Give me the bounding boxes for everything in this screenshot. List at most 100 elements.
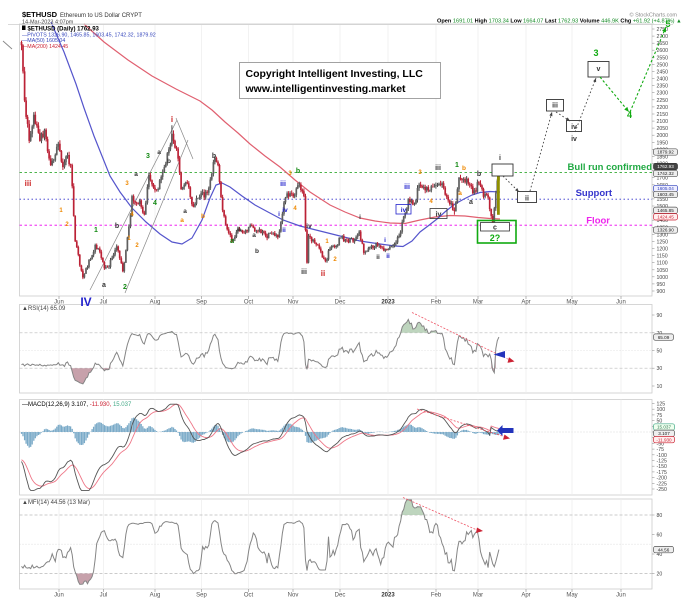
svg-text:-175: -175 (657, 470, 667, 476)
svg-text:1000: 1000 (657, 275, 669, 281)
svg-text:b: b (167, 158, 171, 165)
svg-text:1300: 1300 (657, 232, 669, 238)
svg-text:2050: 2050 (657, 126, 669, 132)
svg-text:Copyright Intelligent Investin: Copyright Intelligent Investing, LLC (246, 68, 424, 80)
svg-text:3: 3 (288, 171, 292, 177)
svg-text:Jun: Jun (54, 593, 64, 599)
svg-text:Mar: Mar (473, 300, 483, 306)
svg-text:b: b (477, 171, 481, 178)
svg-text:iv: iv (571, 124, 577, 131)
svg-text:100: 100 (657, 407, 666, 413)
svg-text:Feb: Feb (431, 300, 442, 306)
svg-text:Support: Support (576, 188, 613, 199)
svg-text:iii: iii (280, 181, 286, 188)
svg-text:Jul: Jul (100, 593, 108, 599)
svg-text:a: a (102, 282, 106, 289)
svg-text:5: 5 (665, 19, 670, 29)
svg-text:iv: iv (306, 223, 312, 230)
svg-text:950: 950 (657, 282, 666, 288)
svg-text:i: i (278, 211, 280, 218)
svg-text:1465.85: 1465.85 (657, 208, 674, 213)
svg-text:i: i (171, 115, 173, 124)
svg-text:a: a (157, 149, 161, 156)
svg-text:3: 3 (146, 153, 150, 160)
svg-text:1: 1 (59, 208, 63, 214)
svg-text:i: i (359, 214, 361, 221)
svg-text:Aug: Aug (150, 300, 161, 306)
svg-text:1950: 1950 (657, 140, 669, 146)
svg-text:2200: 2200 (657, 105, 669, 111)
svg-text:Apr: Apr (521, 300, 530, 306)
svg-text:60: 60 (657, 533, 663, 539)
svg-text:Dec: Dec (335, 300, 346, 306)
svg-text:1550: 1550 (657, 197, 669, 203)
svg-text:May: May (566, 593, 577, 599)
svg-text:Jul: Jul (100, 300, 108, 306)
svg-text:44.56: 44.56 (658, 547, 670, 552)
svg-text:3: 3 (418, 170, 422, 176)
svg-text:a: a (183, 208, 187, 215)
svg-text:50: 50 (657, 419, 663, 425)
svg-text:1150: 1150 (657, 254, 668, 260)
svg-text:Floor: Floor (586, 216, 610, 227)
svg-text:1: 1 (325, 239, 329, 245)
svg-text:2: 2 (135, 243, 139, 249)
svg-text:a: a (230, 238, 234, 245)
svg-text:a: a (458, 190, 462, 197)
svg-text:i: i (384, 237, 386, 244)
svg-text:Jun: Jun (616, 300, 626, 306)
svg-text:2350: 2350 (657, 84, 669, 90)
svg-text:2: 2 (123, 284, 127, 291)
svg-text:2450: 2450 (657, 70, 669, 76)
svg-text:1100: 1100 (657, 261, 668, 267)
svg-text:2250: 2250 (657, 98, 669, 104)
svg-text:2300: 2300 (657, 91, 669, 97)
svg-text:80: 80 (657, 513, 663, 519)
svg-text:Dec: Dec (335, 593, 346, 599)
svg-text:iv: iv (401, 207, 407, 214)
svg-text:30: 30 (657, 366, 663, 372)
svg-text:Apr: Apr (521, 593, 530, 599)
svg-text:1742.32: 1742.32 (657, 171, 674, 176)
svg-text:May: May (566, 300, 577, 306)
svg-text:iv: iv (436, 212, 442, 219)
svg-text:Sep: Sep (196, 593, 207, 599)
svg-text:Feb: Feb (431, 593, 442, 599)
svg-text:Ethereum to US Dollar CRYPT: Ethereum to US Dollar CRYPT (60, 13, 142, 19)
svg-text:1: 1 (455, 162, 459, 169)
svg-text:1400: 1400 (657, 218, 669, 224)
svg-text:1250: 1250 (657, 239, 669, 245)
svg-text:© StockCharts.com: © StockCharts.com (630, 12, 678, 19)
svg-text:$ETHUSD (Daily) 1762.93: $ETHUSD (Daily) 1762.93 (28, 26, 100, 32)
svg-text:90: 90 (657, 313, 663, 319)
svg-text:2023: 2023 (381, 300, 395, 306)
svg-text:1326.90: 1326.90 (657, 228, 674, 233)
svg-text:Mar: Mar (473, 593, 483, 599)
svg-text:2100: 2100 (657, 119, 669, 125)
svg-text:2600: 2600 (657, 48, 669, 54)
svg-text:75: 75 (657, 413, 663, 419)
svg-text:1: 1 (127, 236, 131, 242)
svg-text:Jun: Jun (616, 593, 626, 599)
svg-text:Nov: Nov (288, 593, 299, 599)
svg-text:a: a (134, 171, 138, 178)
svg-text:10: 10 (657, 384, 663, 390)
svg-text:2400: 2400 (657, 77, 669, 83)
svg-text:50: 50 (657, 349, 663, 355)
svg-text:b: b (462, 165, 466, 172)
svg-text:1762.93: 1762.93 (657, 164, 674, 169)
svg-text:900: 900 (657, 289, 666, 295)
svg-text:c: c (493, 225, 497, 232)
svg-text:Open 1691.01 High 1703.34 Low: Open 1691.01 High 1703.34 Low 1664.07 La… (437, 19, 681, 25)
svg-text:Oct: Oct (244, 593, 254, 599)
svg-text:▲RSI(14) 65.09: ▲RSI(14) 65.09 (22, 306, 66, 312)
svg-text:2: 2 (333, 257, 337, 263)
svg-text:3.107: 3.107 (658, 431, 670, 436)
svg-text:—PIVOTS 1326.90, 1465.85, 1603: —PIVOTS 1326.90, 1465.85, 1603.45, 1742.… (22, 32, 156, 38)
svg-text:1850: 1850 (657, 155, 669, 161)
svg-text:—MA(200) 1424.45: —MA(200) 1424.45 (22, 44, 68, 50)
svg-text:2?: 2? (490, 233, 501, 243)
svg-text:Bull run confirmed: Bull run confirmed (568, 162, 653, 173)
svg-text:b: b (115, 223, 119, 230)
svg-text:Aug: Aug (150, 593, 161, 599)
